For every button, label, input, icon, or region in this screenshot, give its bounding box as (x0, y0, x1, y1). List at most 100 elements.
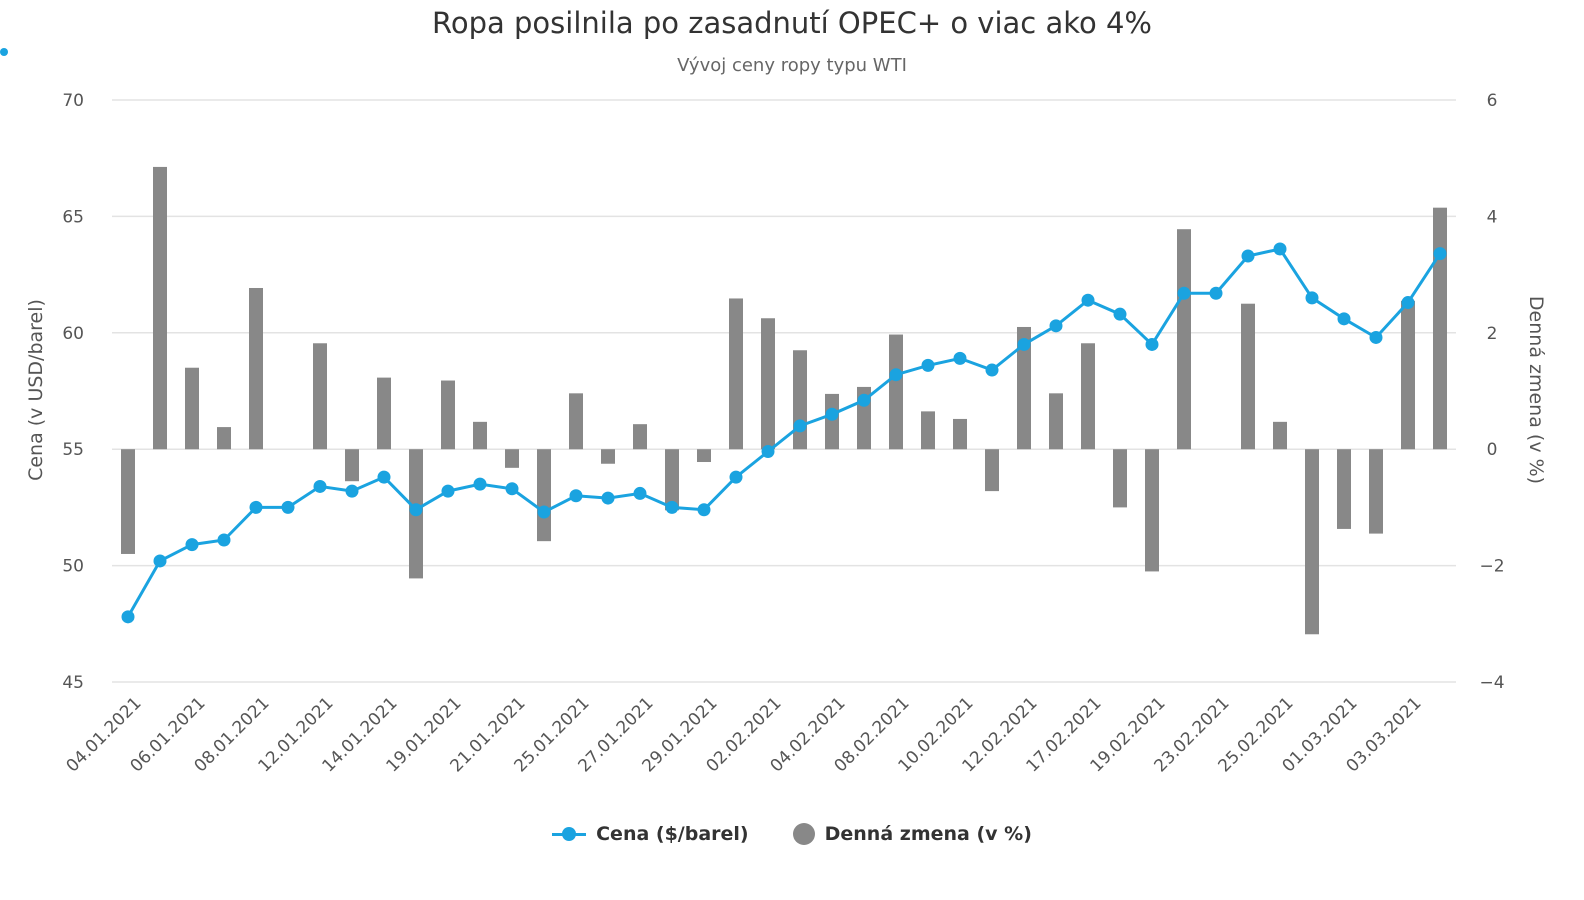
change-bar (249, 287, 263, 450)
price-point (729, 470, 743, 484)
price-point (345, 484, 359, 498)
price-point (1369, 330, 1383, 344)
right-tick-label: 2 (1487, 324, 1498, 344)
price-point (825, 407, 839, 421)
price-point (185, 538, 199, 552)
change-bar (313, 343, 327, 450)
change-bar (377, 377, 391, 450)
price-point (569, 489, 583, 503)
price-point (281, 500, 295, 514)
price-point (633, 486, 647, 500)
price-point (857, 393, 871, 407)
price-point (697, 503, 711, 517)
left-tick-label: 65 (62, 207, 84, 227)
change-bar (1241, 303, 1255, 450)
change-bar (921, 411, 935, 450)
legend: Cena ($/barel) Denná zmena (v %) (0, 823, 1584, 845)
left-tick-label: 70 (62, 91, 84, 111)
change-bar (185, 367, 199, 450)
change-bar (473, 421, 487, 450)
grid-lines (112, 99, 1456, 683)
change-bar (889, 334, 903, 450)
change-bar (761, 318, 775, 450)
change-bar (121, 449, 135, 554)
price-point (217, 533, 231, 547)
price-point (1177, 286, 1191, 300)
price-point (665, 500, 679, 514)
change-bar (1113, 449, 1127, 508)
price-point (761, 445, 775, 459)
right-tick-label: 4 (1487, 207, 1498, 227)
change-bar (1337, 449, 1351, 529)
price-point (153, 554, 167, 568)
change-bar (1273, 421, 1287, 450)
change-bar (953, 418, 967, 450)
price-point (121, 610, 135, 624)
price-point (921, 358, 935, 372)
price-point (1017, 337, 1031, 351)
price-point (1209, 286, 1223, 300)
change-bar (665, 449, 679, 511)
price-point (1433, 247, 1447, 261)
right-tick-label: −4 (1479, 673, 1504, 693)
left-axis-title: Cena (v USD/barel) (25, 299, 47, 481)
price-point (1241, 249, 1255, 263)
change-bar (729, 298, 743, 450)
right-tick-label: −2 (1479, 557, 1504, 577)
right-axis-title: Denná zmena (v %) (1525, 296, 1547, 484)
change-bar (505, 449, 519, 468)
change-bar (1433, 207, 1447, 450)
right-tick-label: 6 (1487, 91, 1498, 111)
left-tick-label: 55 (62, 440, 84, 460)
price-point (985, 363, 999, 377)
price-point (505, 482, 519, 496)
change-bar (1049, 393, 1063, 450)
legend-item-price[interactable]: Cena ($/barel) (552, 823, 749, 845)
change-bar (825, 393, 839, 450)
price-point (473, 477, 487, 491)
price-point (1113, 307, 1127, 321)
change-bar (1145, 449, 1159, 572)
price-point (953, 351, 967, 365)
price-point (889, 368, 903, 382)
change-bar (537, 449, 551, 542)
chart-title: Ropa posilnila po zasadnutí OPEC+ o viac… (432, 6, 1152, 40)
price-point (441, 484, 455, 498)
change-bar (697, 449, 711, 463)
change-bar (1401, 300, 1415, 450)
price-point (249, 500, 263, 514)
change-bar (601, 449, 615, 464)
line-marker-icon (552, 824, 587, 844)
price-point (1273, 242, 1287, 256)
chart-area: 45 50 55 60 65 70 −4 −2 0 2 4 6 04.01.202106.01.20… (25, 91, 1547, 776)
change-bar (1369, 449, 1383, 534)
chart-subtitle: Vývoj ceny ropy typu WTI (677, 55, 907, 76)
change-bar (153, 166, 167, 450)
price-point (1081, 293, 1095, 307)
right-tick-label: 0 (1487, 440, 1498, 460)
price-point (1401, 296, 1415, 310)
price-point (377, 470, 391, 484)
legend-item-change[interactable]: Denná zmena (v %) (792, 823, 1032, 845)
bar-series (121, 166, 1447, 635)
change-bar (441, 380, 455, 450)
price-points (121, 242, 1447, 624)
price-point (601, 491, 615, 505)
legend-label-price: Cena ($/barel) (596, 823, 749, 845)
change-bar (985, 449, 999, 492)
legend-label-change: Denná zmena (v %) (824, 823, 1032, 845)
change-bar (633, 424, 647, 450)
price-point (793, 419, 807, 433)
price-point (1337, 312, 1351, 326)
change-bar (1081, 343, 1095, 450)
price-point (537, 505, 551, 519)
menu-dot-icon[interactable] (0, 48, 8, 56)
circle-marker-icon (792, 823, 815, 845)
left-tick-label: 60 (62, 324, 84, 344)
price-point (1145, 337, 1159, 351)
left-tick-label: 50 (62, 557, 84, 577)
change-bar (217, 427, 231, 450)
change-bar (345, 449, 359, 482)
x-axis-ticks: 04.01.202106.01.202108.01.202112.01.2021… (63, 693, 1426, 776)
price-point (1305, 291, 1319, 305)
